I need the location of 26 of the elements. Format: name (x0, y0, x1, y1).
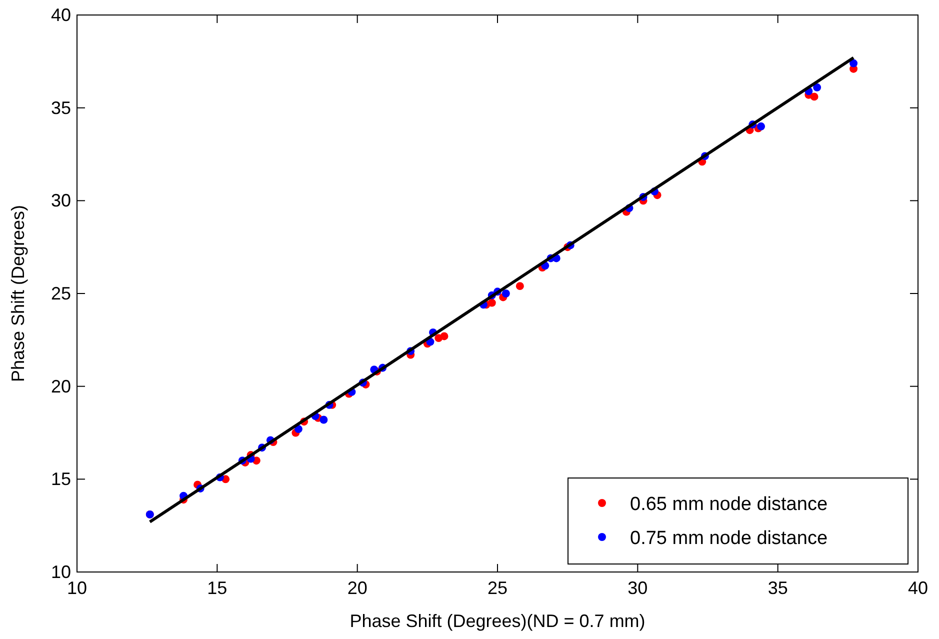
x-tick-label: 35 (768, 578, 788, 598)
point (488, 298, 496, 307)
x-tick-label: 15 (207, 578, 228, 598)
point (810, 92, 818, 101)
point (516, 282, 524, 290)
point (850, 59, 858, 68)
point (502, 290, 510, 298)
y-axis-title: Phase Shift (Degrees) (8, 204, 28, 382)
y-tick-label: 20 (50, 376, 71, 396)
x-tick-label: 25 (487, 578, 508, 598)
x-tick-label: 40 (908, 578, 928, 598)
y-tick-label: 40 (50, 5, 71, 25)
y-tick-label: 15 (50, 469, 71, 490)
legend-label: 0.75 mm node distance (630, 528, 828, 549)
y-tick-label: 35 (50, 98, 71, 118)
point (440, 332, 448, 340)
y-tick-label: 25 (50, 284, 71, 304)
x-tick-label: 20 (347, 578, 368, 598)
point (757, 122, 765, 130)
y-tick-label: 30 (50, 190, 71, 211)
x-axis-title: Phase Shift (Degrees)(ND = 0.7 mm) (350, 611, 646, 631)
point (294, 425, 302, 434)
point (813, 83, 822, 92)
legend-label: 0.65 mm node distance (630, 494, 828, 515)
point (320, 416, 328, 424)
x-tick-label: 30 (628, 578, 648, 598)
